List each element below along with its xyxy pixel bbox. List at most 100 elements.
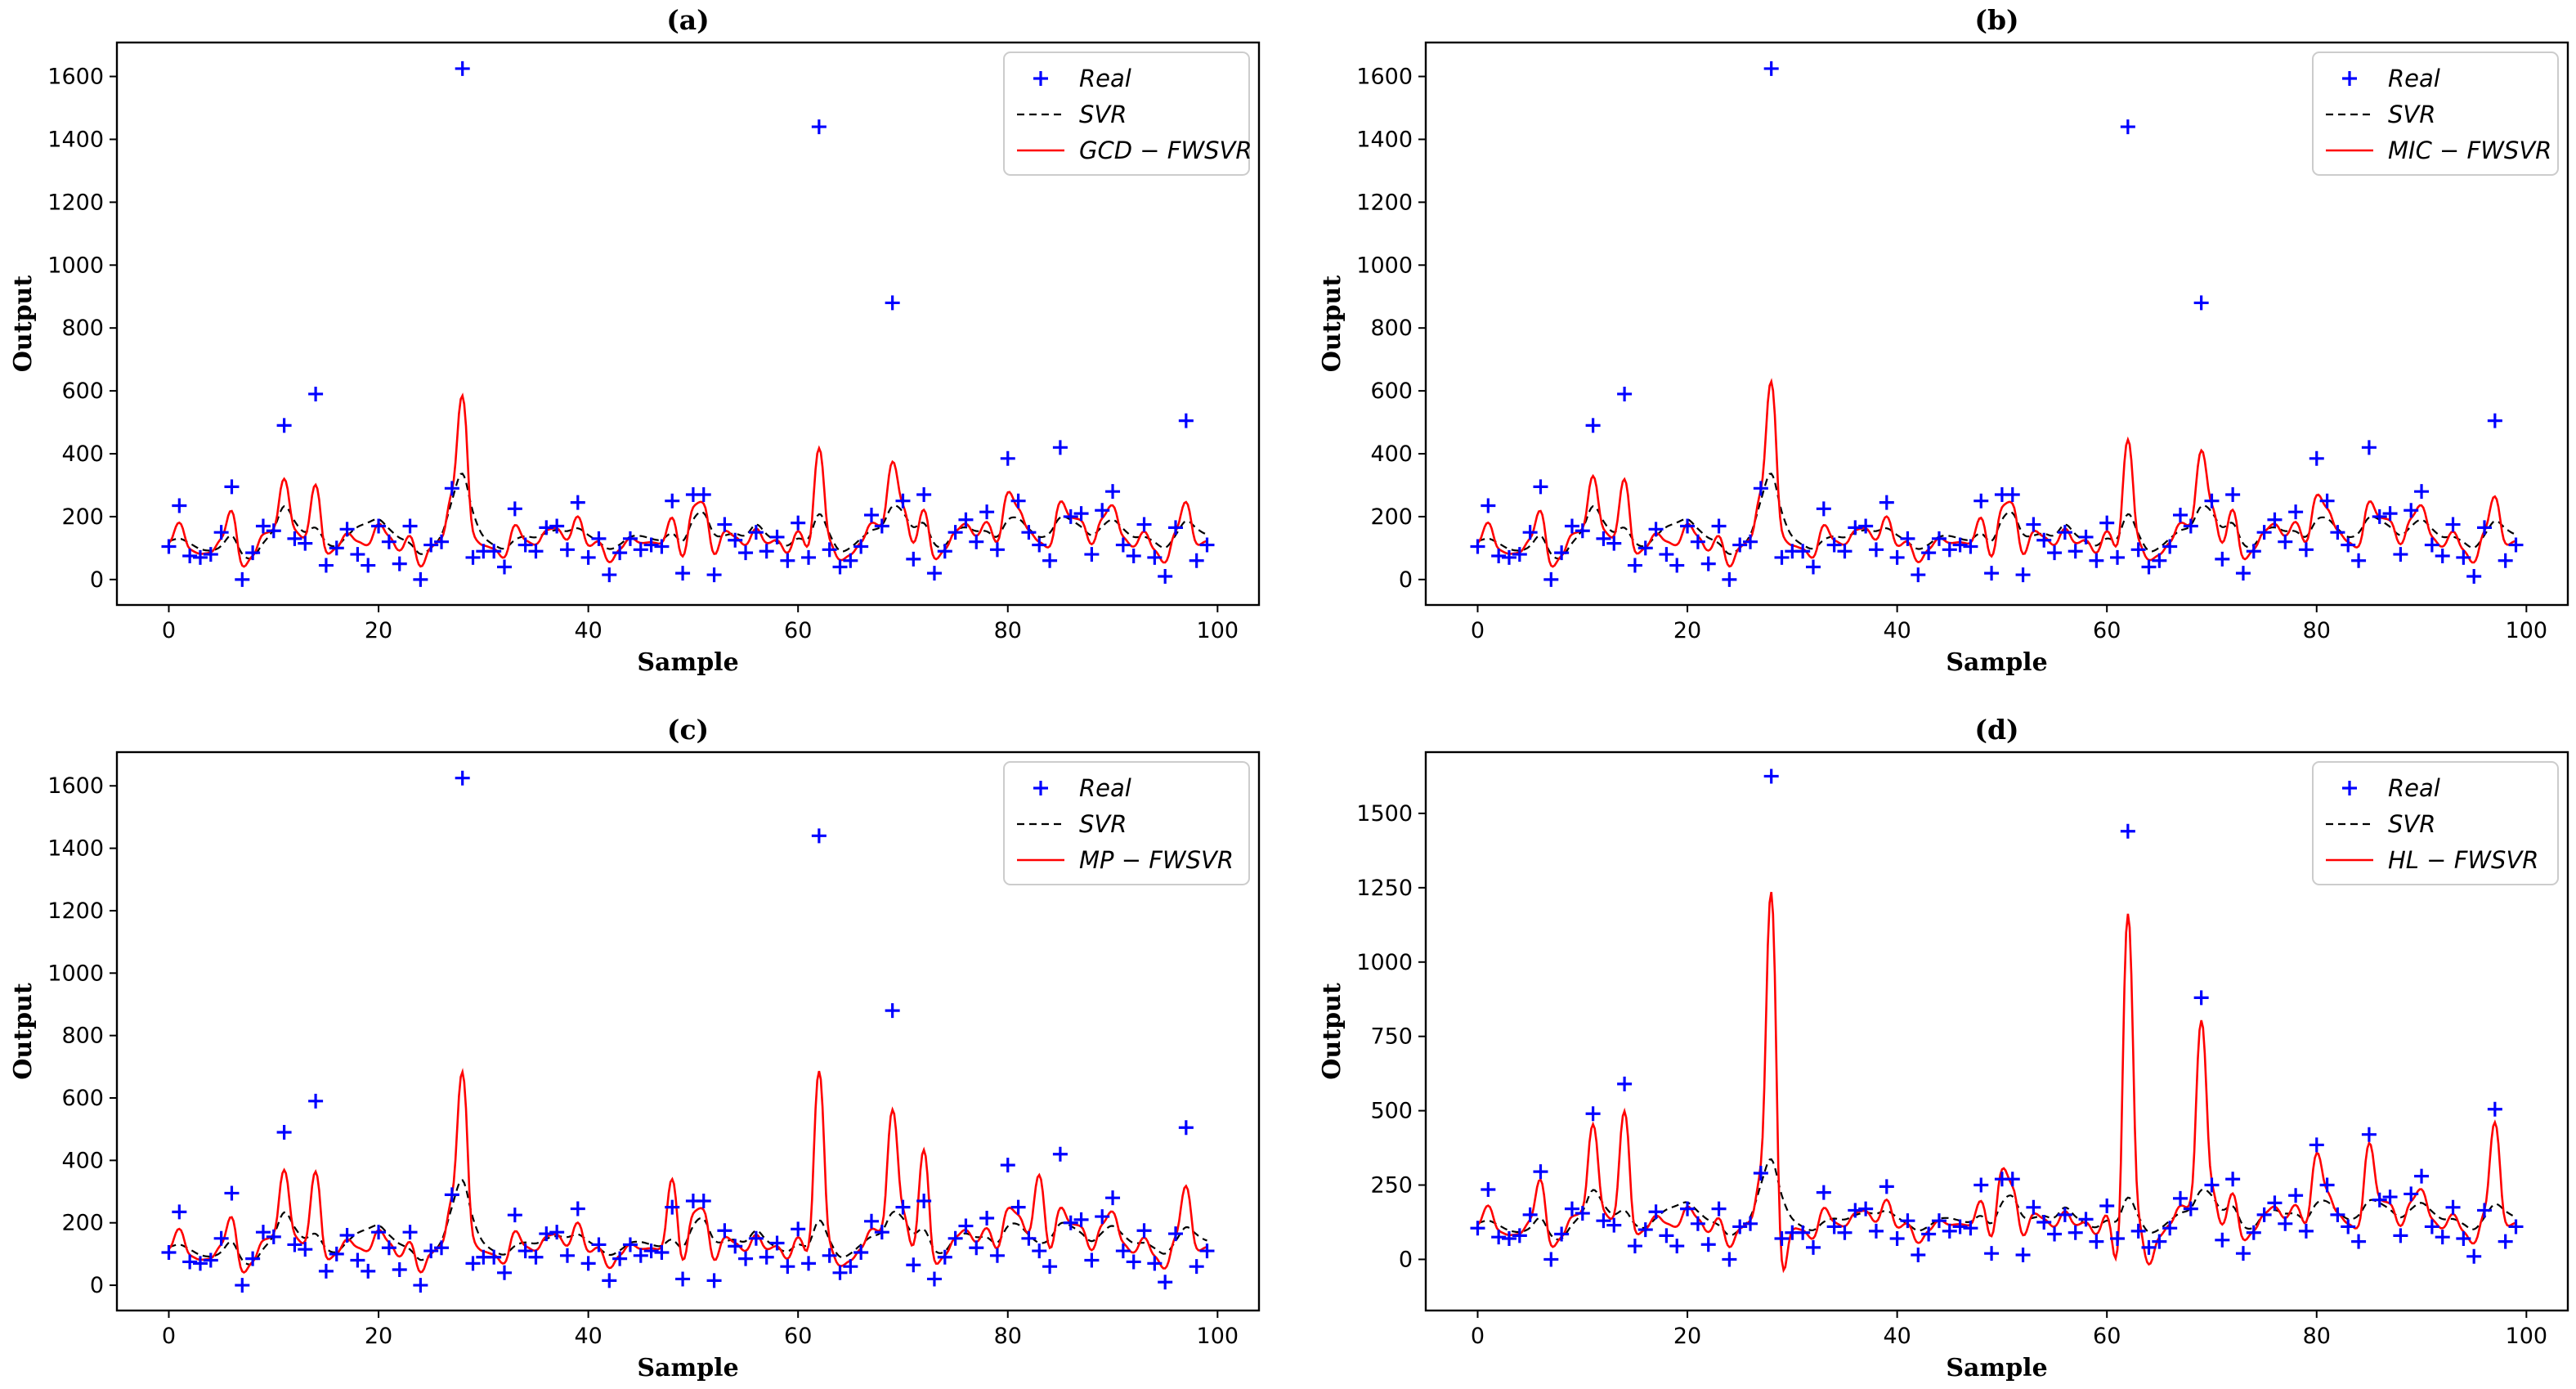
real-point — [1732, 537, 1748, 553]
real-point — [717, 517, 732, 532]
real-point — [1889, 549, 1905, 565]
real-point — [507, 501, 522, 517]
real-point — [1879, 495, 1894, 510]
real-point — [1063, 509, 1078, 524]
axes-frame — [1424, 751, 2569, 1312]
real-point — [822, 1248, 837, 1263]
legend: Real SVR MIC − FWSVR — [2312, 52, 2559, 176]
legend: Real SVR HL − FWSVR — [2312, 761, 2559, 885]
real-point — [874, 518, 889, 534]
real-point — [2466, 569, 2482, 585]
real-point — [791, 1221, 806, 1237]
real-point — [213, 525, 229, 540]
real-point — [633, 542, 648, 558]
real-point — [622, 531, 638, 546]
real-point — [1189, 1259, 1204, 1275]
real-point — [748, 1230, 764, 1246]
real-point — [2204, 1177, 2220, 1193]
real-point — [2424, 537, 2439, 553]
legend-box — [1003, 761, 1250, 885]
real-point — [308, 1093, 324, 1109]
real-point — [1648, 1204, 1664, 1220]
real-point — [1669, 558, 1685, 573]
x-tick-label: 80 — [2303, 618, 2331, 643]
real-point — [255, 518, 271, 534]
real-point — [2047, 545, 2063, 561]
real-point — [2089, 1234, 2104, 1249]
real-point — [224, 479, 240, 495]
real-point — [916, 487, 932, 503]
real-point — [1722, 571, 1737, 587]
real-point — [2110, 549, 2126, 565]
real-point — [1963, 539, 1978, 554]
legend: Real SVR MP − FWSVR — [1003, 761, 1250, 885]
x-tick-label: 60 — [2093, 1324, 2121, 1349]
real-point — [874, 1225, 889, 1240]
real-point — [2204, 493, 2220, 509]
real-point — [203, 547, 218, 562]
fwsvr-series-line — [168, 392, 1207, 568]
x-tick-label: 0 — [1471, 1324, 1485, 1349]
real-point — [916, 1194, 932, 1208]
real-point — [2089, 553, 2104, 568]
real-point — [486, 544, 502, 559]
y-tick-label: 800 — [61, 316, 104, 341]
y-tick-label: 600 — [61, 1086, 104, 1111]
real-point — [1512, 547, 1527, 562]
real-point — [1911, 1247, 1926, 1262]
real-point — [318, 558, 334, 573]
real-point — [192, 549, 208, 565]
legend-svr-label: SVR — [1079, 810, 1127, 838]
real-point — [2361, 440, 2377, 455]
real-point — [1042, 553, 1058, 568]
real-point — [1021, 1230, 1037, 1246]
real-point — [2477, 1203, 2493, 1218]
real-point — [1795, 544, 1811, 559]
real-point — [906, 551, 921, 567]
real-point — [1690, 1216, 1705, 1231]
real-point — [1837, 544, 1852, 559]
real-point — [885, 295, 900, 311]
real-point — [1501, 1230, 1516, 1246]
real-point — [172, 498, 187, 513]
real-point — [308, 386, 324, 401]
real-point — [958, 512, 974, 527]
legend-real-marker — [1033, 71, 1048, 86]
real-point — [2278, 1216, 2293, 1231]
real-point — [559, 542, 575, 558]
real-point — [1095, 1209, 1110, 1225]
real-point — [528, 544, 544, 559]
real-point — [1126, 549, 1141, 564]
real-point — [1095, 503, 1110, 518]
real-point — [622, 1237, 638, 1252]
real-point — [402, 518, 418, 534]
x-tick-label: 0 — [162, 618, 176, 643]
real-point — [937, 544, 952, 559]
real-point — [1711, 1201, 1727, 1216]
real-point — [1659, 547, 1674, 562]
real-point — [2372, 1192, 2387, 1208]
real-point — [1700, 556, 1716, 571]
real-point — [2152, 1234, 2167, 1249]
legend-real-marker — [2342, 71, 2357, 86]
real-point — [1522, 525, 1538, 540]
fwsvr-series-line — [168, 1068, 1207, 1275]
real-point — [612, 545, 628, 561]
real-point — [1158, 1275, 1173, 1290]
real-point — [1627, 558, 1642, 573]
real-point — [1680, 518, 1696, 534]
real-point — [192, 1256, 208, 1271]
real-point — [591, 531, 607, 546]
real-point — [235, 571, 250, 587]
real-point — [969, 1240, 984, 1256]
real-point — [559, 1248, 575, 1263]
real-point — [2005, 1172, 2020, 1187]
real-point — [1481, 1181, 1496, 1197]
real-point — [895, 1199, 911, 1215]
legend-box — [2312, 52, 2559, 176]
real-point — [2047, 1226, 2063, 1242]
real-point — [1554, 545, 1570, 561]
real-point — [1575, 523, 1590, 539]
real-point — [1700, 1237, 1716, 1252]
real-point — [675, 1271, 691, 1287]
